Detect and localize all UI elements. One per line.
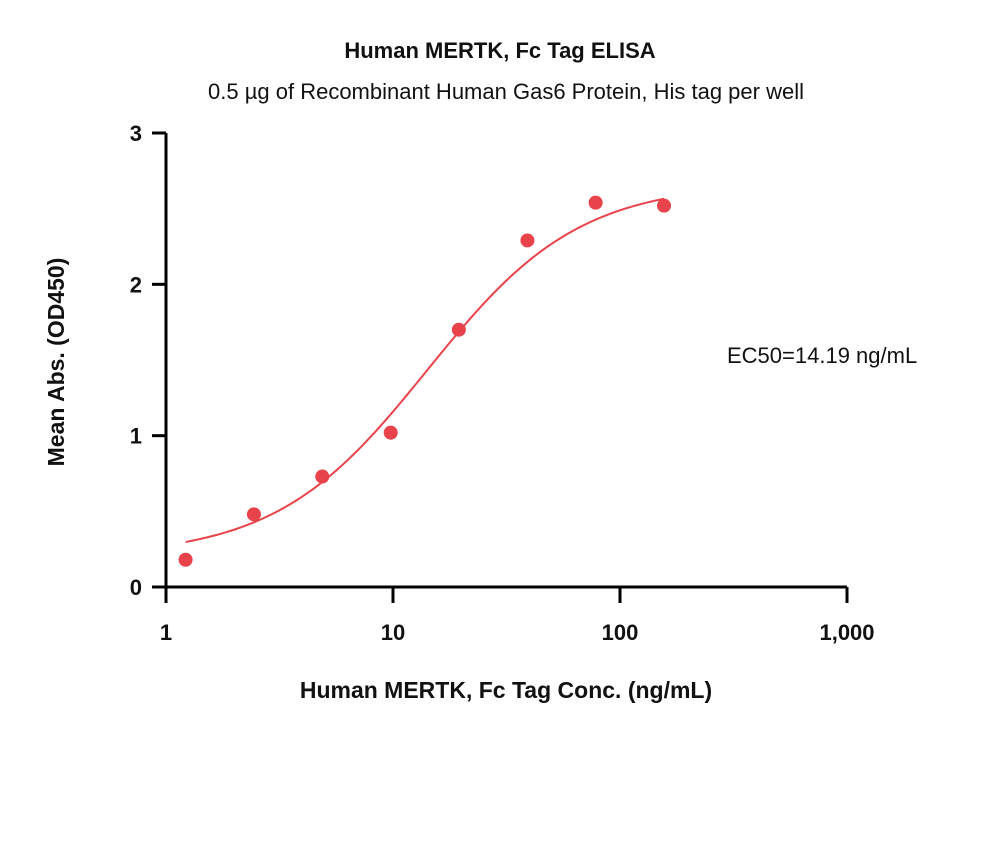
y-tick-label: 2 <box>130 272 142 297</box>
y-tick-label: 0 <box>130 575 142 600</box>
chart-title: Human MERTK, Fc Tag ELISA <box>344 38 655 63</box>
data-point <box>383 425 398 440</box>
data-point <box>451 322 466 337</box>
data-point <box>246 507 261 522</box>
x-tick-label: 1,000 <box>819 620 874 645</box>
data-point <box>520 233 535 248</box>
y-tick-label: 3 <box>130 121 142 146</box>
y-axis-label: Mean Abs. (OD450) <box>43 258 69 467</box>
x-tick-label: 10 <box>381 620 405 645</box>
data-point <box>315 469 330 484</box>
x-axis-label: Human MERTK, Fc Tag Conc. (ng/mL) <box>300 677 712 703</box>
data-point <box>178 552 193 567</box>
data-point <box>588 195 603 210</box>
x-tick-label: 1 <box>160 620 172 645</box>
chart-subtitle: 0.5 µg of Recombinant Human Gas6 Protein… <box>208 79 804 104</box>
y-tick-label: 1 <box>130 424 142 449</box>
x-tick-label: 100 <box>602 620 639 645</box>
fit-curve <box>185 197 665 543</box>
ec50-annotation: EC50=14.19 ng/mL <box>727 343 917 368</box>
data-point <box>657 198 672 213</box>
